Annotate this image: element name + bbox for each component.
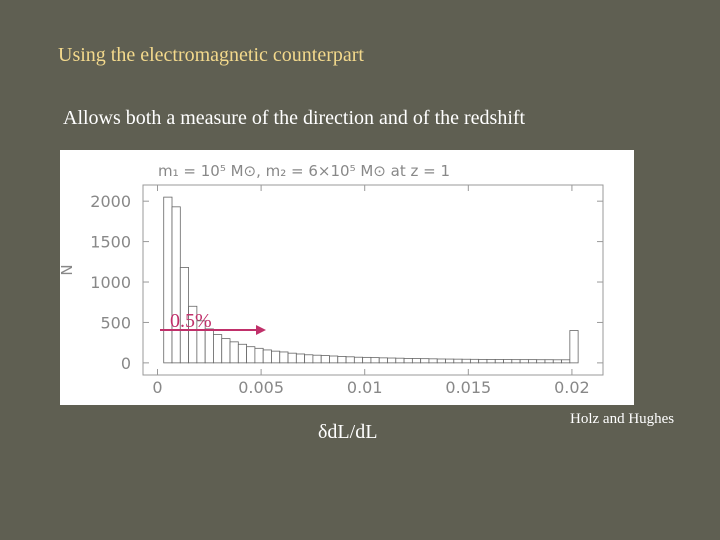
bar [271,350,281,364]
bar [204,328,214,364]
bar [213,334,223,364]
arrow-head [256,325,266,335]
x-tick-label: 0.005 [238,378,284,397]
bar [362,356,372,364]
chart-title: m₁ = 10⁵ M⊙, m₂ = 6×10⁵ M⊙ at z = 1 [158,162,450,180]
bar [552,359,562,364]
bar [420,358,430,364]
bar [229,341,239,364]
chart-background [60,150,634,405]
credit: Holz and Hughes [570,411,674,427]
bar [287,352,297,364]
bar [478,358,488,364]
bar [378,357,388,364]
bar [511,359,521,364]
bar [536,359,546,364]
bar [279,351,289,364]
y-axis-label: N [58,264,76,275]
bar [569,330,579,364]
bar [395,357,405,364]
bar [163,196,173,364]
bar [254,347,264,364]
subheading: Allows both a measure of the direction a… [63,107,526,129]
y-tick-label: 1000 [90,273,131,292]
bar [486,359,496,364]
bar [428,358,438,364]
x-tick-label: 0 [152,378,162,397]
bar [494,359,504,364]
bar [353,356,364,364]
bar [453,358,463,364]
bar [403,358,413,364]
bar [445,358,455,364]
bar [320,355,330,364]
y-tick-label: 1500 [90,233,131,252]
bar [237,343,248,364]
bar [436,358,446,364]
bar [337,356,347,364]
bar [295,353,306,364]
bar [329,355,339,364]
bar [411,358,422,364]
bar [469,358,480,364]
bar [561,359,571,364]
x-axis-label: δdL/dL [318,421,377,443]
bar [461,358,471,364]
bar [528,359,538,364]
plot-frame [142,184,604,376]
bar [304,354,314,364]
bar [519,359,529,364]
x-tick-label: 0.01 [347,378,383,397]
bar [370,357,380,364]
bar [544,359,554,364]
heading: Using the electromagnetic counterpart [58,44,364,66]
y-tick-label: 2000 [90,192,131,211]
bar [262,349,272,364]
bar [503,359,513,364]
plot: 0 500 1000 1500 2000 0 0.005 0.01 0.015 0.02 [90,185,603,397]
bar [312,354,322,364]
bar [345,356,355,364]
y-tick-label: 500 [100,313,131,332]
y-tick-label: 0 [121,354,131,373]
x-tick-label: 0.02 [554,378,590,397]
x-tick-label: 0.015 [445,378,491,397]
bar [387,357,397,364]
bar [171,206,181,364]
bar [246,346,256,364]
bar [221,338,231,364]
annotation: 0.5% [170,310,212,332]
